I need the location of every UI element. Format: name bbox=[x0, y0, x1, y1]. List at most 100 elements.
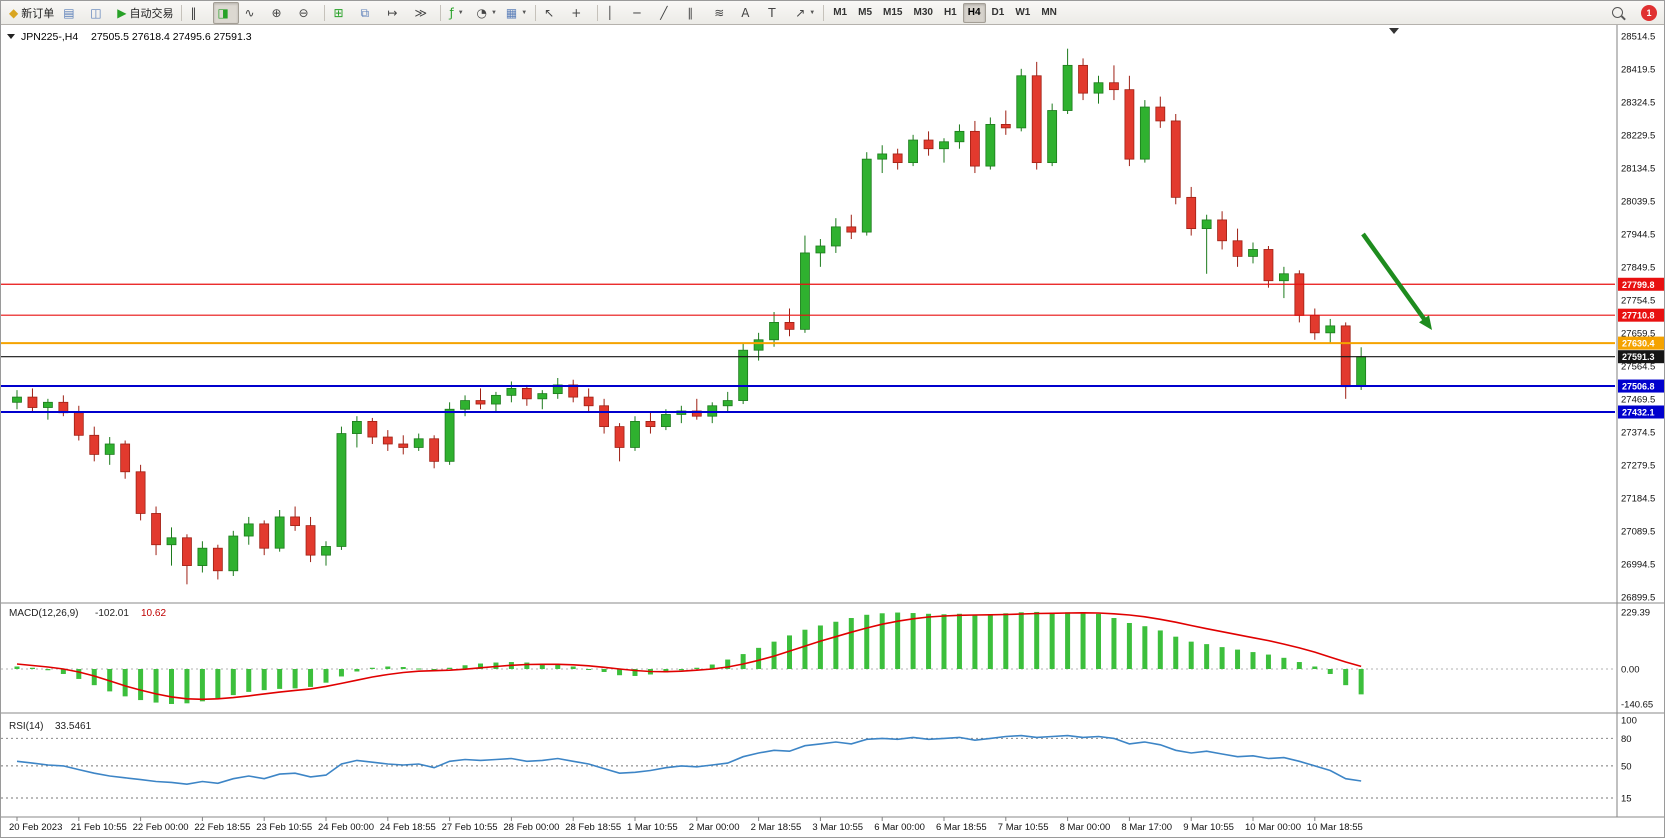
toolbar-separator bbox=[440, 4, 442, 21]
timeframe-mn-button[interactable]: MN bbox=[1041, 7, 1057, 18]
timeframe-m1-button[interactable]: M1 bbox=[833, 7, 848, 18]
time-axis-label: 2 Mar 00:00 bbox=[689, 822, 740, 833]
macd-histogram-bar bbox=[1358, 669, 1364, 695]
zoom-in-button[interactable]: ⊕ bbox=[267, 2, 293, 24]
macd-histogram-bar bbox=[1096, 613, 1101, 669]
cascade-windows-button[interactable]: ⧉ bbox=[356, 2, 382, 24]
tile-windows-button[interactable]: ⊞ bbox=[329, 2, 355, 24]
macd-histogram-bar bbox=[972, 614, 978, 669]
macd-histogram-bar bbox=[895, 612, 901, 669]
search-button[interactable] bbox=[1608, 2, 1634, 24]
candlestick-chart-icon: ◨ bbox=[217, 5, 229, 20]
timeframe-m15-button[interactable]: M15 bbox=[883, 7, 903, 18]
macd-histogram-bar bbox=[369, 667, 375, 669]
crosshair-button[interactable]: + bbox=[567, 2, 593, 24]
candle bbox=[243, 523, 254, 537]
candle bbox=[753, 339, 764, 351]
macd-histogram-bar bbox=[524, 662, 530, 669]
timeframe-m30-button[interactable]: M30 bbox=[913, 7, 933, 18]
candle bbox=[1109, 82, 1119, 91]
macd-histogram-bar bbox=[1157, 630, 1163, 669]
candle bbox=[970, 130, 980, 167]
time-axis-label: 22 Feb 00:00 bbox=[133, 822, 189, 833]
macd-histogram-bar bbox=[1080, 612, 1086, 669]
cursor-button[interactable]: ↖ bbox=[540, 2, 566, 24]
price-axis-label: 27659.5 bbox=[1621, 329, 1655, 340]
timeframe-h1-button[interactable]: H1 bbox=[943, 7, 957, 18]
annotations-layer[interactable] bbox=[1361, 232, 1432, 330]
candle bbox=[861, 158, 872, 233]
new-order-button[interactable]: ◆ 新订单 bbox=[5, 2, 58, 24]
text-label-button[interactable]: T bbox=[764, 2, 790, 24]
notification-badge[interactable]: 1 bbox=[1641, 4, 1657, 21]
macd-histogram-bar bbox=[29, 667, 35, 669]
chart-shift-marker-icon[interactable] bbox=[1389, 28, 1399, 34]
time-axis-label: 10 Mar 00:00 bbox=[1245, 822, 1301, 833]
auto-scroll-button[interactable]: ≫ bbox=[410, 2, 436, 24]
periods-button[interactable]: ◔ ▼ bbox=[472, 2, 500, 24]
auto-scroll-icon: ≫ bbox=[414, 5, 428, 20]
candle bbox=[1031, 75, 1042, 164]
bar-chart-button[interactable]: ‖ bbox=[186, 2, 212, 24]
macd-histogram-bar bbox=[1065, 612, 1071, 669]
horizontal-line-button[interactable]: ─ bbox=[629, 2, 655, 24]
time-axis-label: 6 Mar 00:00 bbox=[874, 822, 925, 833]
timeframe-w1-button[interactable]: W1 bbox=[1015, 7, 1031, 18]
macd-histogram-bar bbox=[787, 635, 792, 669]
candle bbox=[12, 396, 22, 403]
candle bbox=[552, 384, 563, 395]
market-depth-button[interactable]: ◫ bbox=[86, 2, 112, 24]
price-chart[interactable]: 27799.8 27710.8 27630.4 27591.3 27506.8 27432… bbox=[1, 25, 1665, 838]
toolbar-separator bbox=[535, 4, 537, 21]
macd-histogram-bar bbox=[354, 669, 360, 672]
chart-menu-icon[interactable] bbox=[7, 34, 15, 39]
candle bbox=[691, 410, 702, 417]
macd-histogram-bar bbox=[323, 669, 329, 683]
time-axis-label: 28 Feb 18:55 bbox=[565, 822, 621, 833]
timeframe-h4-button[interactable]: H4 bbox=[962, 2, 986, 23]
candle bbox=[135, 471, 146, 514]
price-axis-label: 27564.5 bbox=[1621, 362, 1655, 373]
charts-button[interactable]: ▤ bbox=[59, 2, 85, 24]
candle bbox=[1201, 219, 1212, 230]
candle bbox=[1325, 325, 1336, 334]
new-order-button-label: 新订单 bbox=[21, 7, 55, 20]
candle bbox=[908, 139, 918, 164]
arrows-button[interactable]: ↗ ▼ bbox=[791, 2, 819, 24]
trendline-button[interactable]: ╱ bbox=[656, 2, 682, 24]
text-button[interactable]: A bbox=[737, 2, 763, 24]
macd-main-value: -102.01 bbox=[95, 608, 129, 619]
line-chart-button[interactable]: ∿ bbox=[240, 2, 266, 24]
macd-histogram-bar bbox=[385, 666, 391, 669]
candle bbox=[336, 433, 347, 547]
templates-button[interactable]: ▦ ▼ bbox=[502, 2, 531, 24]
candle bbox=[1155, 106, 1166, 122]
algo-trading-button[interactable]: ▶ 自动交易 bbox=[113, 2, 177, 24]
candlestick-chart-button[interactable]: ◨ bbox=[213, 1, 240, 24]
indicators-button[interactable]: ƒ ▼ bbox=[445, 2, 471, 24]
axes-layer[interactable]: 28514.5 28419.5 28324.5 28229.5 28134.5 28039… bbox=[1, 25, 1665, 833]
candle bbox=[939, 141, 949, 150]
macd-histogram-bar bbox=[1327, 669, 1333, 674]
search-icon bbox=[1612, 7, 1623, 18]
trend-arrow-line[interactable] bbox=[1361, 232, 1428, 323]
macd-histogram-bar bbox=[169, 669, 174, 704]
candle bbox=[815, 245, 826, 254]
price-levels-layer[interactable]: 27799.8 27710.8 27630.4 27591.3 27506.8 27432… bbox=[1, 277, 1665, 419]
trend-arrow-head[interactable] bbox=[1419, 315, 1432, 330]
chart-shift-button[interactable]: ↦ bbox=[383, 2, 409, 24]
horizontal-line-icon: ─ bbox=[633, 5, 641, 20]
rsi-layer bbox=[16, 734, 1362, 786]
charts-icon: ▤ bbox=[63, 5, 75, 20]
timeframe-d1-button[interactable]: D1 bbox=[991, 7, 1005, 18]
macd-histogram-bar bbox=[416, 668, 422, 670]
zoom-out-button[interactable]: ⊖ bbox=[294, 2, 320, 24]
macd-histogram-bar bbox=[14, 666, 20, 669]
vertical-line-button[interactable]: │ bbox=[602, 2, 628, 24]
main-toolbar: ◆ 新订单 ▤ ◫ ▶ 自动交易 ‖ ◨ ∿ ⊕ ⊖ ⊞ ⧉ ↦ ≫ ƒ ▼ ◔ ▼ ▦ ▼ ↖ + │ ─ ╱ ∥ ≋ A T ↗ ▼ M1… bbox=[1, 1, 1664, 25]
fibonacci-button[interactable]: ≋ bbox=[710, 2, 736, 24]
equidistant-channel-button[interactable]: ∥ bbox=[683, 2, 709, 24]
timeframe-m5-button[interactable]: M5 bbox=[858, 7, 873, 18]
macd-histogram-bar bbox=[122, 669, 128, 697]
